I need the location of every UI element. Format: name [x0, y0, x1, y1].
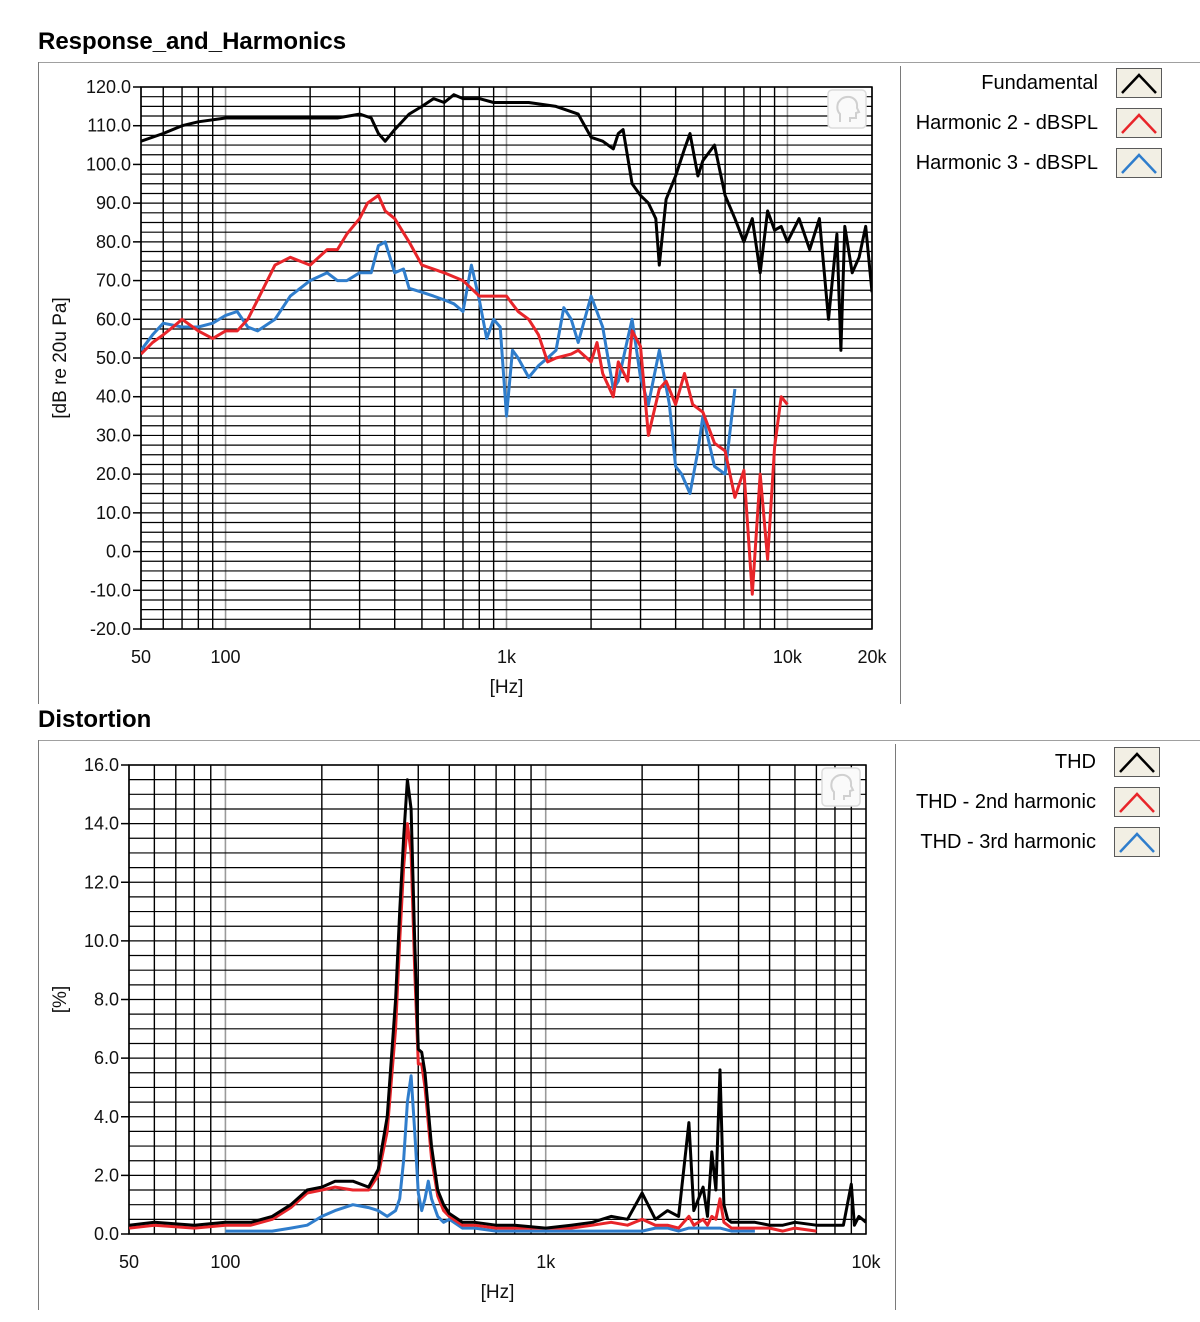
response-y-tick-label: 80.0 [96, 232, 131, 252]
response-y-tick-label: 100.0 [86, 154, 131, 174]
series-line-harmonic-2-dbspl[interactable] [141, 193, 789, 596]
distortion-y-tick-label: 0.0 [94, 1224, 119, 1244]
distortion-y-axis-label: [%] [50, 986, 71, 1013]
distortion-y-tick-label: 6.0 [94, 1048, 119, 1068]
response-x-tick-label: 1k [497, 647, 517, 667]
distortion-y-tick-label: 4.0 [94, 1107, 119, 1127]
distortion-x-axis-label: [Hz] [481, 1282, 515, 1303]
response-y-tick-label: 20.0 [96, 464, 131, 484]
response-panel-left-border [38, 62, 39, 704]
response-y-tick-label: 70.0 [96, 271, 131, 291]
harmonic-3-swatch-icon [1116, 148, 1162, 178]
response-header-rule [38, 62, 1200, 63]
legend-label-harmonic-3: Harmonic 3 - dBSPL [915, 151, 1098, 174]
response-series-group [141, 93, 872, 596]
distortion-y-tick-label: 2.0 [94, 1165, 119, 1185]
legend-item-thd[interactable]: THD [1055, 745, 1160, 779]
response-y-tick-label: 90.0 [96, 193, 131, 213]
legend-item-thd-3rd[interactable]: THD - 3rd harmonic [920, 825, 1160, 859]
response-and-harmonics-chart[interactable]: 120.0 110.0 100.0 90.0 80.0 70.0 60.0 50.0 40.0 3… [0, 0, 905, 710]
legend-item-fundamental[interactable]: Fundamental [981, 66, 1162, 100]
response-y-tick-label: 50.0 [96, 348, 131, 368]
response-y-tick-label: -10.0 [90, 580, 131, 600]
response-y-tick-label: 40.0 [96, 387, 131, 407]
series-line-thd-3rd-harmonic[interactable] [225, 1074, 755, 1233]
response-y-axis-label: [dB re 20u Pa] [50, 297, 71, 418]
distortion-y-tick-label: 8.0 [94, 990, 119, 1010]
legend-item-thd-2nd[interactable]: THD - 2nd harmonic [916, 785, 1160, 819]
distortion-y-grid [129, 764, 866, 1235]
response-x-tick-label: 100 [211, 647, 241, 667]
response-chart-title: Response_and_Harmonics [38, 28, 347, 55]
distortion-y-tick-label: 14.0 [84, 814, 119, 834]
distortion-chart[interactable]: 16.0 14.0 12.0 10.0 8.0 6.0 4.0 2.0 0.050 100 1k 10… [0, 700, 905, 1310]
distortion-x-tick-label: 1k [536, 1252, 556, 1272]
response-y-tick-label: 120.0 [86, 77, 131, 97]
response-legend-divider [900, 66, 901, 704]
legend-label-thd: THD [1054, 750, 1096, 773]
response-y-tick-label: 0.0 [106, 542, 131, 562]
distortion-y-tick-label: 16.0 [84, 755, 119, 775]
thd-swatch-icon [1114, 747, 1160, 777]
series-line-harmonic-3-dbspl[interactable] [141, 240, 737, 495]
harmonic-2-swatch-icon [1116, 108, 1162, 138]
plot-tool-head-icon[interactable] [827, 89, 867, 129]
distortion-chart-title: Distortion [38, 706, 152, 733]
response-y-tick-label: -20.0 [90, 619, 131, 639]
distortion-series-group [129, 778, 866, 1233]
distortion-header-rule [38, 740, 1200, 741]
distortion-x-tick-label: 50 [119, 1252, 139, 1272]
series-line-thd-2nd-harmonic[interactable] [129, 822, 817, 1233]
legend-label-harmonic-2: Harmonic 2 - dBSPL [915, 111, 1098, 134]
distortion-y-tick-label: 12.0 [84, 872, 119, 892]
legend-label-thd-2nd: THD - 2nd harmonic [915, 790, 1096, 813]
distortion-panel-left-border [38, 740, 39, 1310]
thd-2nd-swatch-icon [1114, 787, 1160, 817]
fundamental-swatch-icon [1116, 68, 1162, 98]
legend-label-thd-3rd: THD - 3rd harmonic [920, 830, 1096, 853]
response-x-axis-label: [Hz] [490, 677, 524, 698]
response-y-tick-label: 30.0 [96, 425, 131, 445]
thd-3rd-swatch-icon [1114, 827, 1160, 857]
response-y-tick-label: 60.0 [96, 309, 131, 329]
response-x-tick-label: 50 [131, 647, 151, 667]
legend-label-fundamental: Fundamental [981, 71, 1098, 94]
legend-item-harmonic-3[interactable]: Harmonic 3 - dBSPL [916, 146, 1162, 180]
response-x-tick-label: 10k [773, 647, 803, 667]
distortion-legend-divider [895, 744, 896, 1310]
response-y-tick-label: 10.0 [96, 503, 131, 523]
plot-tool-head-icon[interactable] [821, 767, 861, 807]
distortion-y-tick-label: 10.0 [84, 931, 119, 951]
response-legend: Fundamental Harmonic 2 - dBSPL Harmonic … [900, 66, 1162, 196]
distortion-x-tick-label: 100 [210, 1252, 240, 1272]
series-line-fundamental[interactable] [141, 93, 872, 352]
response-y-tick-label: 110.0 [87, 116, 131, 136]
legend-item-harmonic-2[interactable]: Harmonic 2 - dBSPL [916, 106, 1162, 140]
distortion-legend: THD THD - 2nd harmonic THD - 3rd harmoni… [895, 745, 1160, 875]
response-x-tick-label: 20k [857, 647, 887, 667]
distortion-x-tick-label: 10k [851, 1252, 881, 1272]
series-line-thd[interactable] [129, 778, 866, 1230]
